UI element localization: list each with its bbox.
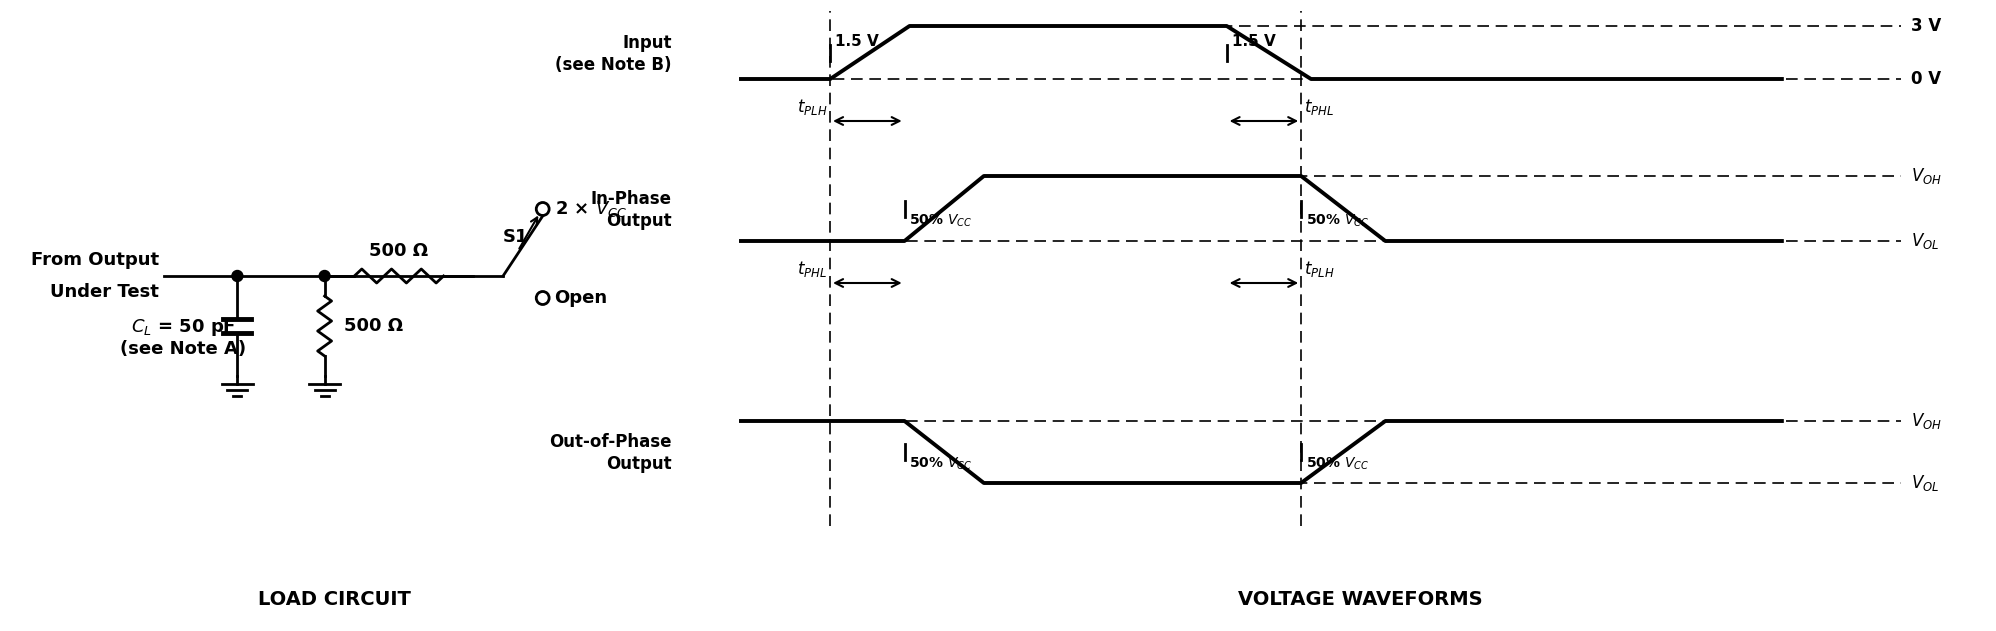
Text: $C_L$ = 50 pF: $C_L$ = 50 pF — [130, 317, 236, 338]
Text: 1.5 V: 1.5 V — [1232, 33, 1275, 49]
Text: $V_{OH}$: $V_{OH}$ — [1910, 166, 1942, 186]
Text: $V_{OL}$: $V_{OL}$ — [1910, 231, 1938, 251]
Text: $V_{OL}$: $V_{OL}$ — [1910, 473, 1938, 493]
Text: LOAD CIRCUIT: LOAD CIRCUIT — [257, 590, 411, 609]
Text: $V_{OH}$: $V_{OH}$ — [1910, 411, 1942, 431]
Text: $t_{PLH}$: $t_{PLH}$ — [796, 97, 826, 117]
Text: Output: Output — [607, 455, 671, 473]
Text: VOLTAGE WAVEFORMS: VOLTAGE WAVEFORMS — [1238, 590, 1483, 609]
Text: (see Note A): (see Note A) — [120, 340, 246, 358]
Text: 2 × $V_{CC}$: 2 × $V_{CC}$ — [555, 199, 627, 219]
Text: Out-of-Phase: Out-of-Phase — [549, 433, 671, 451]
Text: 500 Ω: 500 Ω — [369, 242, 429, 260]
Text: 50% $V_{CC}$: 50% $V_{CC}$ — [1305, 456, 1369, 473]
Text: 0 V: 0 V — [1910, 70, 1940, 88]
Text: 1.5 V: 1.5 V — [834, 33, 878, 49]
Text: $t_{PHL}$: $t_{PHL}$ — [1303, 97, 1333, 117]
Text: $t_{PHL}$: $t_{PHL}$ — [796, 259, 826, 279]
Text: $t_{PLH}$: $t_{PLH}$ — [1303, 259, 1335, 279]
Circle shape — [232, 271, 244, 281]
Text: 50% $V_{CC}$: 50% $V_{CC}$ — [1305, 213, 1369, 229]
Text: In-Phase: In-Phase — [591, 189, 671, 208]
Text: 50% $V_{CC}$: 50% $V_{CC}$ — [910, 456, 972, 473]
Text: (see Note B): (see Note B) — [555, 57, 671, 74]
Text: Output: Output — [607, 211, 671, 230]
Text: Input: Input — [623, 33, 671, 52]
Circle shape — [319, 271, 329, 281]
Text: 500 Ω: 500 Ω — [345, 317, 403, 335]
Text: 50% $V_{CC}$: 50% $V_{CC}$ — [910, 213, 972, 229]
Text: S1: S1 — [503, 228, 529, 246]
Text: Under Test: Under Test — [50, 283, 160, 301]
Text: Open: Open — [555, 289, 607, 307]
Text: From Output: From Output — [30, 251, 160, 269]
Text: 3 V: 3 V — [1910, 17, 1940, 35]
